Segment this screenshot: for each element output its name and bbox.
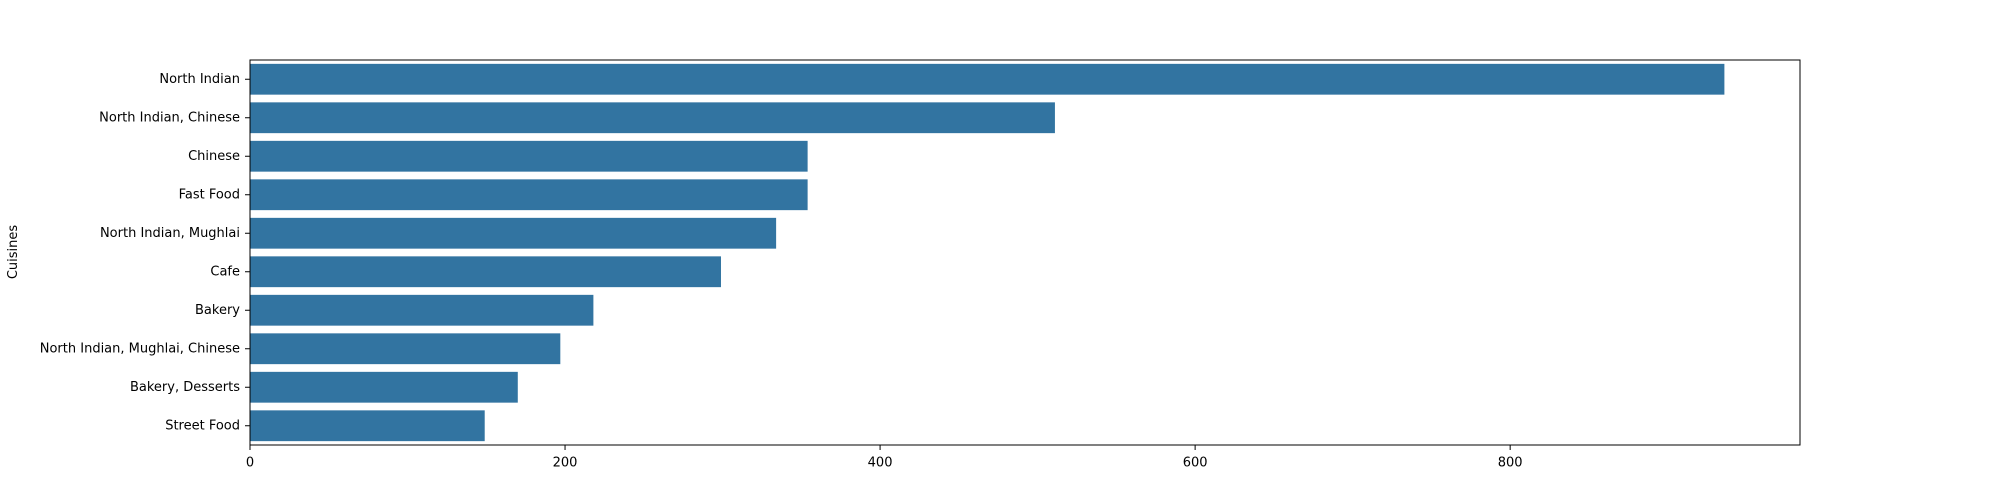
bar-1 [250, 102, 1055, 134]
y-tick-label: North Indian, Mughlai, Chinese [40, 341, 240, 356]
y-tick-label: North Indian [159, 72, 240, 87]
x-tick-label: 800 [1498, 456, 1523, 471]
x-tick-label: 400 [868, 456, 893, 471]
y-tick-label: Chinese [188, 149, 240, 164]
bar-2 [250, 140, 808, 172]
x-tick-label: 200 [553, 456, 578, 471]
plot-frame [249, 59, 1801, 446]
y-tick-label: Cafe [210, 264, 240, 279]
y-tick-label: North Indian, Chinese [99, 110, 240, 125]
y-tick-label: Street Food [165, 418, 240, 433]
bar-9 [250, 410, 485, 442]
bar-0 [250, 63, 1725, 95]
x-axis: 0 200 400 600 800 [246, 445, 1523, 471]
bar-6 [250, 294, 594, 326]
bars-layer [250, 63, 1725, 442]
y-tick-label: Bakery, Desserts [130, 380, 240, 395]
bar-4 [250, 217, 777, 249]
bar-5 [250, 256, 721, 288]
y-axis: North Indian North Indian, Chinese Chinese… [40, 72, 250, 433]
bar-3 [250, 179, 808, 211]
y-tick-label: North Indian, Mughlai [100, 226, 240, 241]
y-axis-label: Cuisines [6, 225, 21, 280]
bar-8 [250, 371, 518, 403]
bar-7 [250, 333, 561, 365]
x-tick-label: 600 [1183, 456, 1208, 471]
x-tick-label: 0 [246, 456, 254, 471]
y-tick-label: Bakery [195, 303, 240, 318]
y-tick-label: Fast Food [179, 187, 240, 202]
